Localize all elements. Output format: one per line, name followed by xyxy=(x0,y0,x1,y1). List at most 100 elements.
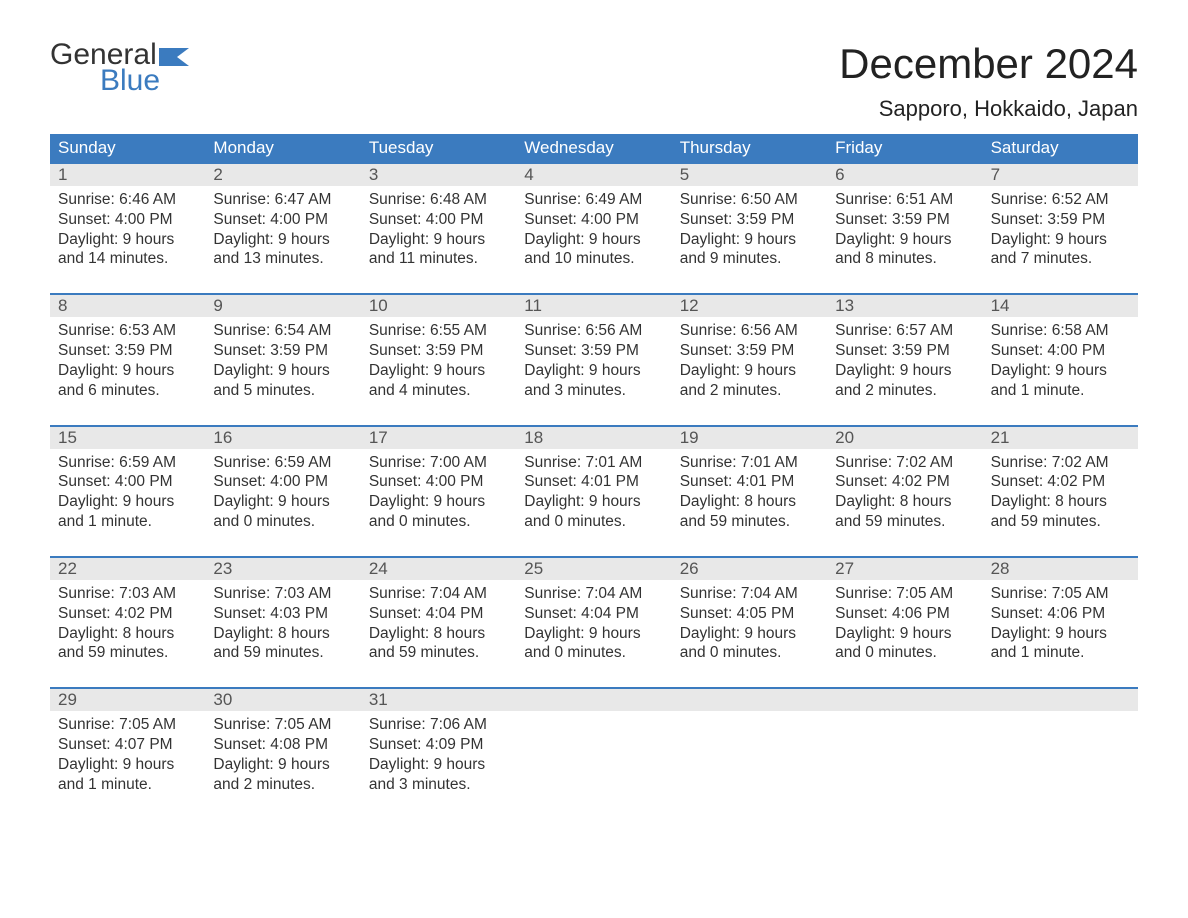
daylight-duration: Daylight: 9 hours xyxy=(213,230,352,250)
sunrise-time: Sunrise: 6:48 AM xyxy=(369,190,508,210)
day-number: 20 xyxy=(827,427,982,449)
day-of-week-cell: Tuesday xyxy=(361,134,516,162)
day-number: 17 xyxy=(361,427,516,449)
calendar-day-cell: Sunrise: 7:05 AMSunset: 4:06 PMDaylight:… xyxy=(983,580,1138,663)
calendar-week: 293031Sunrise: 7:05 AMSunset: 4:07 PMDay… xyxy=(50,687,1138,794)
daylight-duration: and 2 minutes. xyxy=(680,381,819,401)
sunset-time: Sunset: 4:02 PM xyxy=(58,604,197,624)
daylight-duration: Daylight: 9 hours xyxy=(524,230,663,250)
sunrise-time: Sunrise: 7:04 AM xyxy=(369,584,508,604)
sunset-time: Sunset: 3:59 PM xyxy=(213,341,352,361)
daylight-duration: Daylight: 9 hours xyxy=(369,492,508,512)
sunrise-time: Sunrise: 6:47 AM xyxy=(213,190,352,210)
daylight-duration: Daylight: 9 hours xyxy=(58,492,197,512)
sunrise-time: Sunrise: 6:54 AM xyxy=(213,321,352,341)
brand-word-2: Blue xyxy=(100,66,193,96)
daylight-duration: and 1 minute. xyxy=(58,775,197,795)
daylight-duration: and 1 minute. xyxy=(991,643,1130,663)
daylight-duration: Daylight: 9 hours xyxy=(835,624,974,644)
day-number: 18 xyxy=(516,427,671,449)
day-of-week-cell: Wednesday xyxy=(516,134,671,162)
daylight-duration: and 8 minutes. xyxy=(835,249,974,269)
calendar-day-cell: Sunrise: 7:05 AMSunset: 4:07 PMDaylight:… xyxy=(50,711,205,794)
calendar-day-cell xyxy=(516,711,671,794)
sunrise-time: Sunrise: 7:01 AM xyxy=(680,453,819,473)
sunset-time: Sunset: 3:59 PM xyxy=(680,341,819,361)
daylight-duration: Daylight: 9 hours xyxy=(680,624,819,644)
daylight-duration: and 9 minutes. xyxy=(680,249,819,269)
sunrise-time: Sunrise: 7:04 AM xyxy=(524,584,663,604)
calendar-day-cell: Sunrise: 7:03 AMSunset: 4:03 PMDaylight:… xyxy=(205,580,360,663)
sunset-time: Sunset: 4:00 PM xyxy=(58,472,197,492)
sunset-time: Sunset: 4:00 PM xyxy=(991,341,1130,361)
daylight-duration: and 1 minute. xyxy=(991,381,1130,401)
calendar-day-cell xyxy=(672,711,827,794)
daylight-duration: and 14 minutes. xyxy=(58,249,197,269)
location: Sapporo, Hokkaido, Japan xyxy=(839,96,1138,122)
day-number: 31 xyxy=(361,689,516,711)
day-number: 13 xyxy=(827,295,982,317)
calendar-week: 1234567Sunrise: 6:46 AMSunset: 4:00 PMDa… xyxy=(50,162,1138,269)
daylight-duration: and 0 minutes. xyxy=(835,643,974,663)
daylight-duration: Daylight: 8 hours xyxy=(991,492,1130,512)
day-number: 28 xyxy=(983,558,1138,580)
daylight-duration: and 3 minutes. xyxy=(524,381,663,401)
daylight-duration: Daylight: 8 hours xyxy=(835,492,974,512)
sunrise-time: Sunrise: 6:57 AM xyxy=(835,321,974,341)
day-of-week-cell: Sunday xyxy=(50,134,205,162)
calendar-day-cell: Sunrise: 6:51 AMSunset: 3:59 PMDaylight:… xyxy=(827,186,982,269)
daylight-duration: Daylight: 9 hours xyxy=(369,361,508,381)
calendar-day-cell: Sunrise: 6:58 AMSunset: 4:00 PMDaylight:… xyxy=(983,317,1138,400)
sunrise-time: Sunrise: 6:55 AM xyxy=(369,321,508,341)
calendar-day-cell: Sunrise: 7:04 AMSunset: 4:05 PMDaylight:… xyxy=(672,580,827,663)
sunrise-time: Sunrise: 7:05 AM xyxy=(213,715,352,735)
calendar-day-cell: Sunrise: 7:02 AMSunset: 4:02 PMDaylight:… xyxy=(827,449,982,532)
daylight-duration: Daylight: 9 hours xyxy=(991,624,1130,644)
calendar-day-cell: Sunrise: 6:46 AMSunset: 4:00 PMDaylight:… xyxy=(50,186,205,269)
day-number xyxy=(983,689,1138,711)
daylight-duration: Daylight: 9 hours xyxy=(680,230,819,250)
calendar-day-cell: Sunrise: 6:59 AMSunset: 4:00 PMDaylight:… xyxy=(50,449,205,532)
sunset-time: Sunset: 4:00 PM xyxy=(58,210,197,230)
calendar-week: 22232425262728Sunrise: 7:03 AMSunset: 4:… xyxy=(50,556,1138,663)
sunset-time: Sunset: 4:02 PM xyxy=(835,472,974,492)
day-number: 1 xyxy=(50,164,205,186)
sunrise-time: Sunrise: 6:59 AM xyxy=(213,453,352,473)
calendar-day-cell: Sunrise: 6:47 AMSunset: 4:00 PMDaylight:… xyxy=(205,186,360,269)
sunrise-time: Sunrise: 6:49 AM xyxy=(524,190,663,210)
day-number-bar: 22232425262728 xyxy=(50,558,1138,580)
brand-logo: General Blue xyxy=(50,40,193,96)
daylight-duration: and 2 minutes. xyxy=(835,381,974,401)
sunset-time: Sunset: 4:00 PM xyxy=(369,472,508,492)
day-number: 22 xyxy=(50,558,205,580)
day-number: 27 xyxy=(827,558,982,580)
daylight-duration: Daylight: 8 hours xyxy=(58,624,197,644)
daylight-duration: Daylight: 8 hours xyxy=(213,624,352,644)
calendar-day-cell: Sunrise: 6:56 AMSunset: 3:59 PMDaylight:… xyxy=(672,317,827,400)
daylight-duration: and 59 minutes. xyxy=(369,643,508,663)
sunset-time: Sunset: 4:03 PM xyxy=(213,604,352,624)
daylight-duration: and 7 minutes. xyxy=(991,249,1130,269)
daylight-duration: and 59 minutes. xyxy=(58,643,197,663)
calendar-day-cell: Sunrise: 6:49 AMSunset: 4:00 PMDaylight:… xyxy=(516,186,671,269)
daylight-duration: and 1 minute. xyxy=(58,512,197,532)
day-number: 21 xyxy=(983,427,1138,449)
day-number-bar: 891011121314 xyxy=(50,295,1138,317)
daylight-duration: Daylight: 9 hours xyxy=(58,361,197,381)
sunset-time: Sunset: 4:06 PM xyxy=(991,604,1130,624)
sunrise-time: Sunrise: 6:56 AM xyxy=(680,321,819,341)
daylight-duration: and 0 minutes. xyxy=(213,512,352,532)
daylight-duration: and 0 minutes. xyxy=(524,643,663,663)
sunset-time: Sunset: 3:59 PM xyxy=(58,341,197,361)
daylight-duration: and 0 minutes. xyxy=(680,643,819,663)
sunrise-time: Sunrise: 7:02 AM xyxy=(991,453,1130,473)
sunrise-time: Sunrise: 7:06 AM xyxy=(369,715,508,735)
calendar: SundayMondayTuesdayWednesdayThursdayFrid… xyxy=(50,134,1138,795)
day-number: 4 xyxy=(516,164,671,186)
daylight-duration: and 6 minutes. xyxy=(58,381,197,401)
day-number: 5 xyxy=(672,164,827,186)
daylight-duration: and 4 minutes. xyxy=(369,381,508,401)
day-number: 8 xyxy=(50,295,205,317)
sunrise-time: Sunrise: 6:53 AM xyxy=(58,321,197,341)
calendar-day-cell: Sunrise: 7:05 AMSunset: 4:08 PMDaylight:… xyxy=(205,711,360,794)
